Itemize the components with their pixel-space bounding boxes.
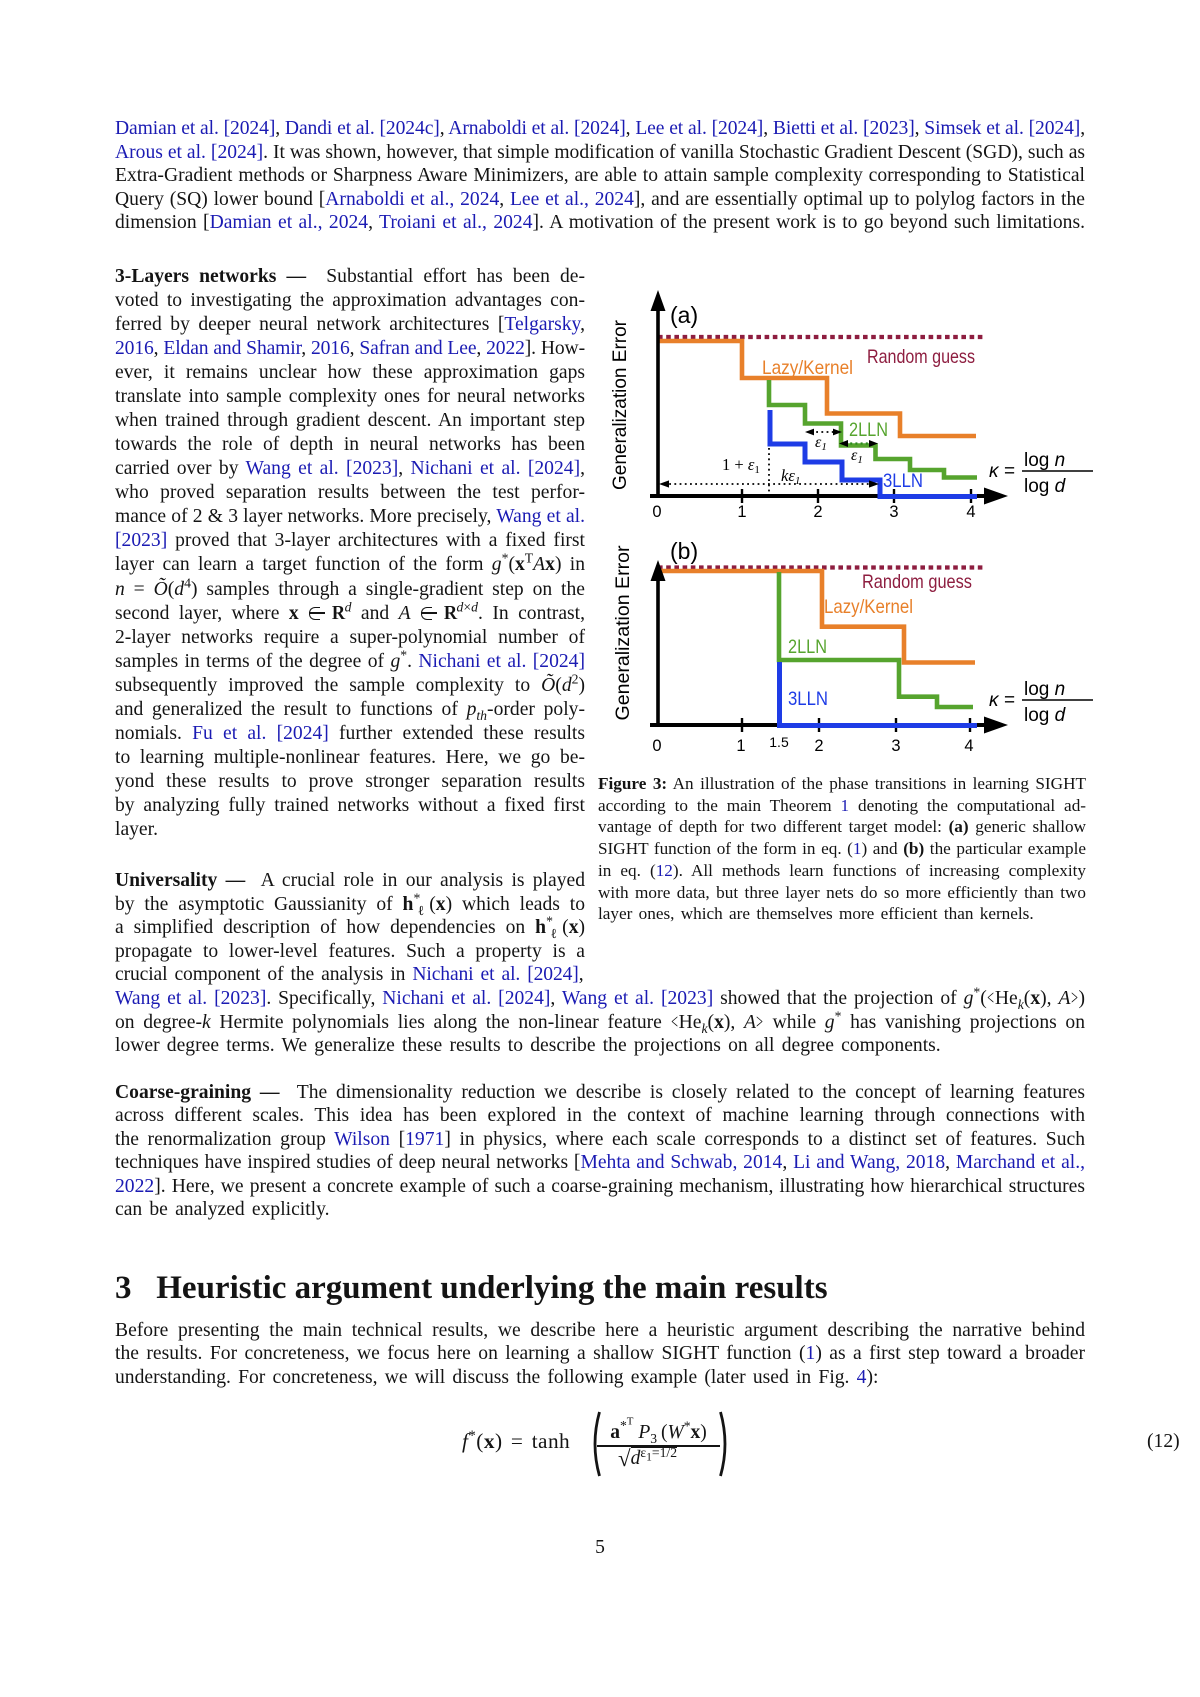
svg-text:Random guess: Random guess bbox=[867, 346, 975, 368]
svg-text:ε1: ε1 bbox=[851, 447, 863, 466]
svg-text:Lazy/Kernel: Lazy/Kernel bbox=[762, 357, 853, 379]
svg-text:κ: κ bbox=[989, 690, 1000, 711]
svg-text:3: 3 bbox=[889, 503, 898, 521]
svg-text:Generalization Error: Generalization Error bbox=[610, 319, 631, 490]
svg-text:1: 1 bbox=[736, 737, 745, 755]
svg-text:2: 2 bbox=[813, 503, 822, 521]
svg-text:log d: log d bbox=[1024, 476, 1067, 497]
svg-text:3LLN: 3LLN bbox=[883, 471, 923, 492]
svg-text:=: = bbox=[1004, 461, 1015, 482]
svg-text:log n: log n bbox=[1024, 450, 1065, 471]
svg-text:2LLN: 2LLN bbox=[849, 420, 888, 441]
svg-text:=: = bbox=[1004, 690, 1015, 711]
svg-text:Random guess: Random guess bbox=[862, 571, 972, 593]
svg-text:ε1: ε1 bbox=[815, 434, 827, 453]
svg-text:Lazy/Kernel: Lazy/Kernel bbox=[824, 596, 913, 618]
svg-text:Generalization Error: Generalization Error bbox=[613, 545, 634, 721]
svg-text:log d: log d bbox=[1024, 705, 1067, 726]
svg-text:1: 1 bbox=[737, 503, 746, 521]
svg-text:3: 3 bbox=[891, 737, 900, 755]
svg-text:(b): (b) bbox=[670, 538, 698, 564]
svg-text:3LLN: 3LLN bbox=[788, 689, 828, 710]
svg-text:2LLN: 2LLN bbox=[788, 637, 827, 658]
svg-text:0: 0 bbox=[652, 737, 661, 755]
svg-text:κ: κ bbox=[989, 461, 1000, 482]
svg-text:(a): (a) bbox=[670, 302, 698, 328]
svg-text:1 + ε1: 1 + ε1 bbox=[722, 455, 760, 476]
svg-text:log n: log n bbox=[1024, 679, 1065, 700]
svg-text:2: 2 bbox=[814, 737, 823, 755]
svg-text:4: 4 bbox=[964, 737, 973, 755]
svg-text:4: 4 bbox=[966, 503, 975, 521]
svg-text:kε1: kε1 bbox=[781, 466, 800, 487]
svg-text:0: 0 bbox=[652, 503, 661, 521]
svg-text:1.5: 1.5 bbox=[769, 734, 789, 750]
